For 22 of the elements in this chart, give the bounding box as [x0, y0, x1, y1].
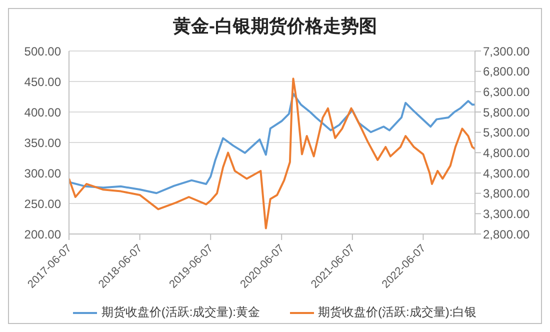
y2-tick-label: 6,300.00: [483, 84, 530, 99]
y-tick-label: 300.00: [24, 166, 62, 180]
chart-title: 黄金-白银期货价格走势图: [172, 15, 378, 38]
y2-tick-label: 4,800.00: [483, 146, 530, 160]
y2-tick-label: 3,300.00: [483, 206, 530, 221]
line-series: [69, 78, 475, 230]
y2-tick-label: 3,800.00: [483, 186, 530, 201]
y2-tick-label: 7,300.00: [483, 44, 530, 58]
y2-tick-label: 6,800.00: [483, 64, 530, 79]
y2-tick-label: 4,300.00: [483, 166, 530, 180]
y-tick-label: 200.00: [24, 227, 62, 242]
y-tick-label: 500.00: [24, 44, 62, 58]
y2-tick-label: 5,800.00: [483, 105, 530, 120]
y-tick-label: 450.00: [24, 74, 62, 89]
y2-tick-label: 2,800.00: [483, 227, 530, 242]
y-tick-label: 250.00: [24, 196, 62, 211]
legend-label: 期货收盘价(活跃:成交量):黄金: [100, 304, 260, 321]
legend-label: 期货收盘价(活跃:成交量):白银: [317, 304, 477, 321]
y2-tick-label: 5,300.00: [483, 126, 530, 140]
line-series: [69, 92, 475, 194]
y-tick-label: 400.00: [24, 105, 62, 120]
y-tick-label: 350.00: [24, 136, 62, 150]
